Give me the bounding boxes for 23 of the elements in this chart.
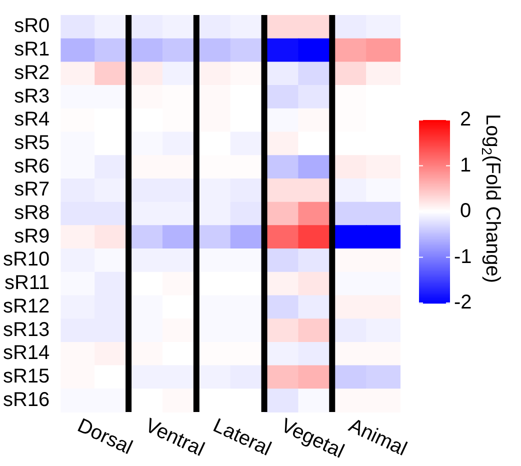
color-bar-label: 1: [460, 154, 472, 176]
y-tick-label: sR16: [2, 388, 50, 411]
y-tick-label: sR5: [14, 132, 50, 154]
y-tick-label: sR3: [14, 85, 50, 108]
color-bar-label: 0: [460, 200, 472, 222]
y-tick-label: sR12: [2, 295, 50, 318]
y-tick-label: sR11: [4, 272, 50, 294]
y-tick-label: sR4: [14, 108, 50, 131]
y-tick-label: sR14: [2, 342, 50, 364]
color-bar-label: -2: [454, 292, 472, 314]
y-tick-label: sR0: [14, 15, 50, 38]
y-tick-label: sR9: [14, 225, 50, 248]
y-tick-label: sR1: [14, 38, 50, 61]
y-tick-label: sR8: [14, 202, 50, 224]
y-tick-label: sR15: [2, 365, 50, 388]
y-tick-label: sR7: [14, 178, 50, 201]
color-bar-title: Log2(Fold Change): [479, 114, 504, 283]
y-tick-label: sR10: [2, 248, 50, 271]
y-tick-label: sR6: [14, 155, 50, 178]
color-bar-label: 2: [460, 108, 472, 131]
y-tick-label: sR2: [14, 62, 50, 84]
y-tick-label: sR13: [2, 318, 50, 341]
color-bar-label: -1: [454, 246, 472, 268]
